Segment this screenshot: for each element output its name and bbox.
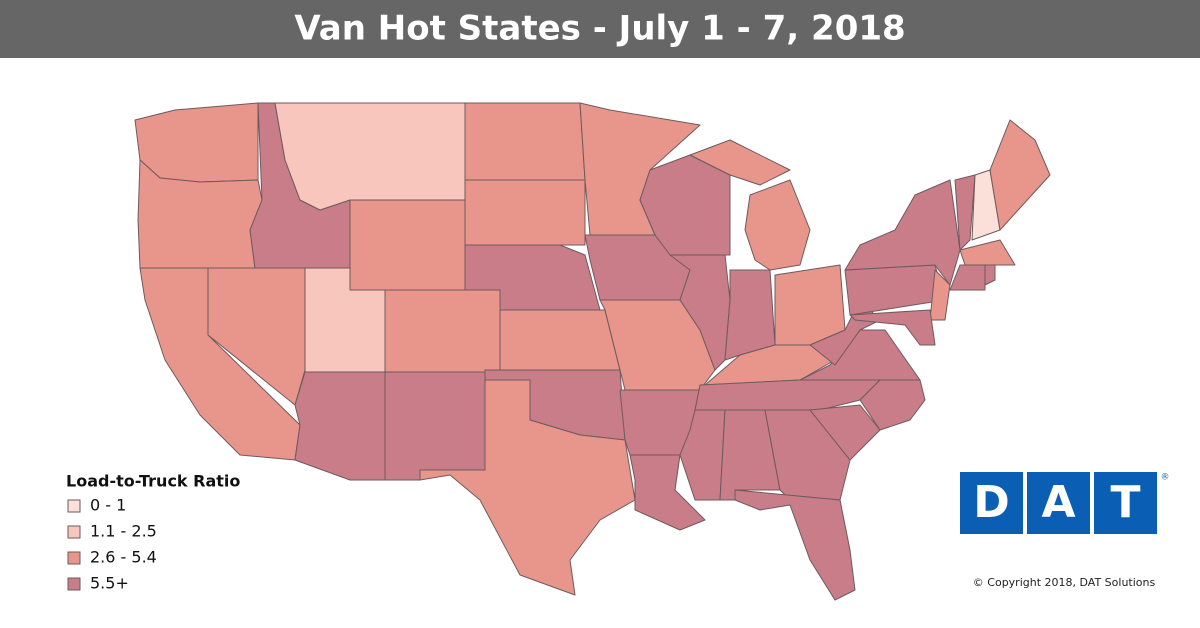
legend-swatch	[67, 499, 81, 513]
logo-letter: T	[1110, 477, 1140, 528]
state	[799, 329, 921, 381]
logo-mark: ®	[1161, 473, 1170, 483]
states	[134, 102, 1051, 601]
logo-letter: D	[973, 477, 1010, 528]
title: Van Hot States - July 1 - 7, 2018	[294, 9, 905, 49]
state	[849, 309, 936, 346]
legend-title: Load-to-Truck Ratio	[66, 472, 240, 491]
state	[274, 102, 466, 211]
state	[349, 199, 466, 291]
legend-swatch	[67, 551, 81, 565]
state	[294, 371, 386, 481]
state	[419, 379, 636, 596]
state	[954, 174, 976, 251]
state	[844, 264, 946, 316]
copyright: © Copyright 2018, DAT Solutions	[973, 576, 1156, 589]
state	[734, 489, 856, 601]
legend: 0 - 1 1.1 - 2.5 2.6 - 5.4 5.5+	[67, 496, 157, 593]
logo-box	[1027, 472, 1090, 534]
state	[384, 289, 501, 373]
legend-swatch	[67, 525, 81, 539]
legend-label: 1.1 - 2.5	[90, 522, 157, 541]
title-bar	[0, 0, 1200, 58]
state	[629, 454, 706, 531]
legend-label: 0 - 1	[90, 496, 126, 515]
state	[499, 309, 621, 371]
state	[949, 264, 986, 291]
state	[724, 269, 776, 361]
state	[774, 264, 846, 346]
state	[959, 239, 1016, 266]
state	[984, 264, 996, 286]
logo-box	[960, 472, 1023, 534]
legend-swatch	[67, 577, 81, 591]
state	[464, 102, 586, 181]
state	[689, 139, 791, 186]
state	[929, 269, 951, 321]
state	[384, 371, 486, 481]
logo: D A T ®	[960, 472, 1170, 534]
state	[134, 102, 259, 183]
state	[744, 179, 811, 271]
state	[989, 119, 1051, 231]
logo-letter: A	[1041, 477, 1075, 528]
state	[669, 254, 731, 371]
legend-label: 5.5+	[90, 574, 129, 593]
state	[464, 179, 586, 246]
legend-label: 2.6 - 5.4	[90, 548, 157, 567]
logo-box	[1094, 472, 1157, 534]
